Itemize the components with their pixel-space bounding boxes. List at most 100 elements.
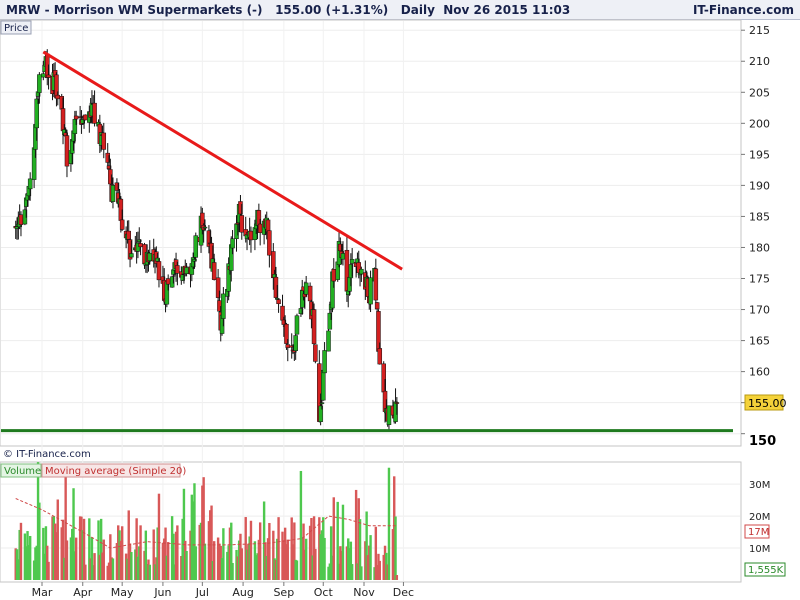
- candle-up[interactable]: [193, 235, 199, 258]
- candle-up[interactable]: [41, 73, 46, 78]
- candle-down[interactable]: [273, 276, 279, 298]
- candle-up[interactable]: [169, 276, 175, 288]
- candle-up[interactable]: [319, 402, 325, 404]
- candle-down[interactable]: [313, 344, 318, 362]
- candle-up[interactable]: [180, 274, 185, 281]
- volume-bar-up: [301, 536, 304, 580]
- candle-up[interactable]: [368, 277, 373, 305]
- candle-down[interactable]: [248, 230, 254, 241]
- candle-up[interactable]: [80, 119, 85, 124]
- candle-down[interactable]: [276, 299, 281, 305]
- candle-down[interactable]: [239, 215, 245, 233]
- volume-bar-down: [339, 546, 342, 580]
- candle-up[interactable]: [72, 119, 78, 134]
- candle-down[interactable]: [281, 319, 287, 325]
- candle-up[interactable]: [184, 267, 189, 275]
- volume-bar-up: [262, 501, 266, 580]
- candle-up[interactable]: [129, 253, 134, 258]
- candle-down[interactable]: [265, 219, 271, 233]
- candle-down[interactable]: [105, 152, 110, 163]
- price-candles[interactable]: [13, 49, 400, 431]
- candle-up[interactable]: [221, 293, 226, 319]
- candle-up[interactable]: [349, 259, 355, 264]
- candle-down[interactable]: [101, 132, 107, 150]
- candle-up[interactable]: [303, 282, 309, 295]
- candle-down[interactable]: [119, 219, 125, 230]
- candle-up[interactable]: [22, 209, 28, 225]
- candle-down[interactable]: [257, 223, 263, 233]
- candle-down[interactable]: [307, 285, 313, 302]
- candle-down[interactable]: [338, 243, 343, 252]
- candle-down[interactable]: [175, 265, 180, 274]
- candle-up[interactable]: [192, 259, 197, 262]
- candle-down[interactable]: [211, 262, 217, 280]
- candle-down[interactable]: [64, 135, 70, 167]
- candle-up[interactable]: [230, 238, 235, 249]
- candle-down[interactable]: [331, 269, 337, 282]
- candle-down[interactable]: [165, 278, 171, 285]
- candle-up[interactable]: [359, 268, 364, 275]
- candle-down[interactable]: [374, 302, 380, 310]
- candle-down[interactable]: [373, 268, 379, 301]
- candle-up[interactable]: [190, 257, 196, 268]
- candle-up[interactable]: [318, 405, 323, 422]
- candle-up[interactable]: [340, 253, 346, 260]
- candle-up[interactable]: [37, 74, 42, 93]
- candle-up[interactable]: [348, 264, 354, 279]
- candle-up[interactable]: [294, 315, 300, 335]
- candle-up[interactable]: [226, 263, 231, 292]
- candle-down[interactable]: [394, 402, 400, 404]
- candle-up[interactable]: [202, 226, 208, 229]
- candle-down[interactable]: [356, 262, 361, 274]
- candle-down[interactable]: [18, 214, 24, 225]
- volume-bar-down: [93, 553, 96, 580]
- candle-up[interactable]: [322, 350, 327, 374]
- candle-down[interactable]: [77, 116, 83, 118]
- candle-down[interactable]: [154, 251, 159, 264]
- candle-up[interactable]: [298, 308, 304, 315]
- price-tab[interactable]: [0, 20, 32, 35]
- candle-down[interactable]: [206, 230, 212, 247]
- downtrend-line[interactable]: [42, 50, 403, 271]
- volume-bar-down: [283, 527, 287, 580]
- volume-bar-up: [17, 559, 20, 580]
- candle-up[interactable]: [110, 185, 116, 202]
- candle-down[interactable]: [92, 102, 97, 124]
- candle-down[interactable]: [311, 309, 317, 345]
- candle-up[interactable]: [293, 335, 298, 351]
- candle-up[interactable]: [386, 405, 392, 425]
- candle-down[interactable]: [238, 201, 243, 215]
- last-volume-tag: [744, 562, 786, 577]
- candle-down[interactable]: [215, 277, 221, 298]
- volume-legend-box[interactable]: [0, 463, 42, 478]
- candle-down[interactable]: [55, 94, 61, 100]
- candle-down[interactable]: [127, 239, 133, 260]
- candle-up[interactable]: [326, 330, 331, 352]
- candle-up[interactable]: [137, 239, 142, 242]
- candle-down[interactable]: [138, 243, 143, 248]
- volume-bar-up: [35, 545, 38, 580]
- candle-down[interactable]: [108, 169, 113, 185]
- candle-down[interactable]: [377, 348, 383, 365]
- candle-down[interactable]: [284, 323, 289, 344]
- candle-up[interactable]: [135, 242, 141, 252]
- volume-bar-down: [210, 505, 213, 580]
- candle-down[interactable]: [156, 261, 162, 281]
- candle-down[interactable]: [46, 74, 51, 78]
- candle-up[interactable]: [327, 312, 333, 330]
- candle-up[interactable]: [321, 369, 326, 401]
- candle-down[interactable]: [114, 182, 120, 191]
- volume-bar-down: [216, 537, 220, 580]
- candle-down[interactable]: [73, 115, 79, 120]
- candle-down[interactable]: [267, 230, 272, 256]
- ma-legend-box[interactable]: [41, 463, 181, 478]
- candle-down[interactable]: [285, 344, 291, 348]
- candle-down[interactable]: [83, 114, 88, 121]
- candle-up[interactable]: [393, 401, 398, 422]
- candle-up[interactable]: [34, 98, 39, 129]
- candle-down[interactable]: [126, 230, 131, 240]
- candle-down[interactable]: [106, 165, 112, 169]
- candle-up[interactable]: [27, 178, 33, 190]
- candle-up[interactable]: [147, 252, 153, 261]
